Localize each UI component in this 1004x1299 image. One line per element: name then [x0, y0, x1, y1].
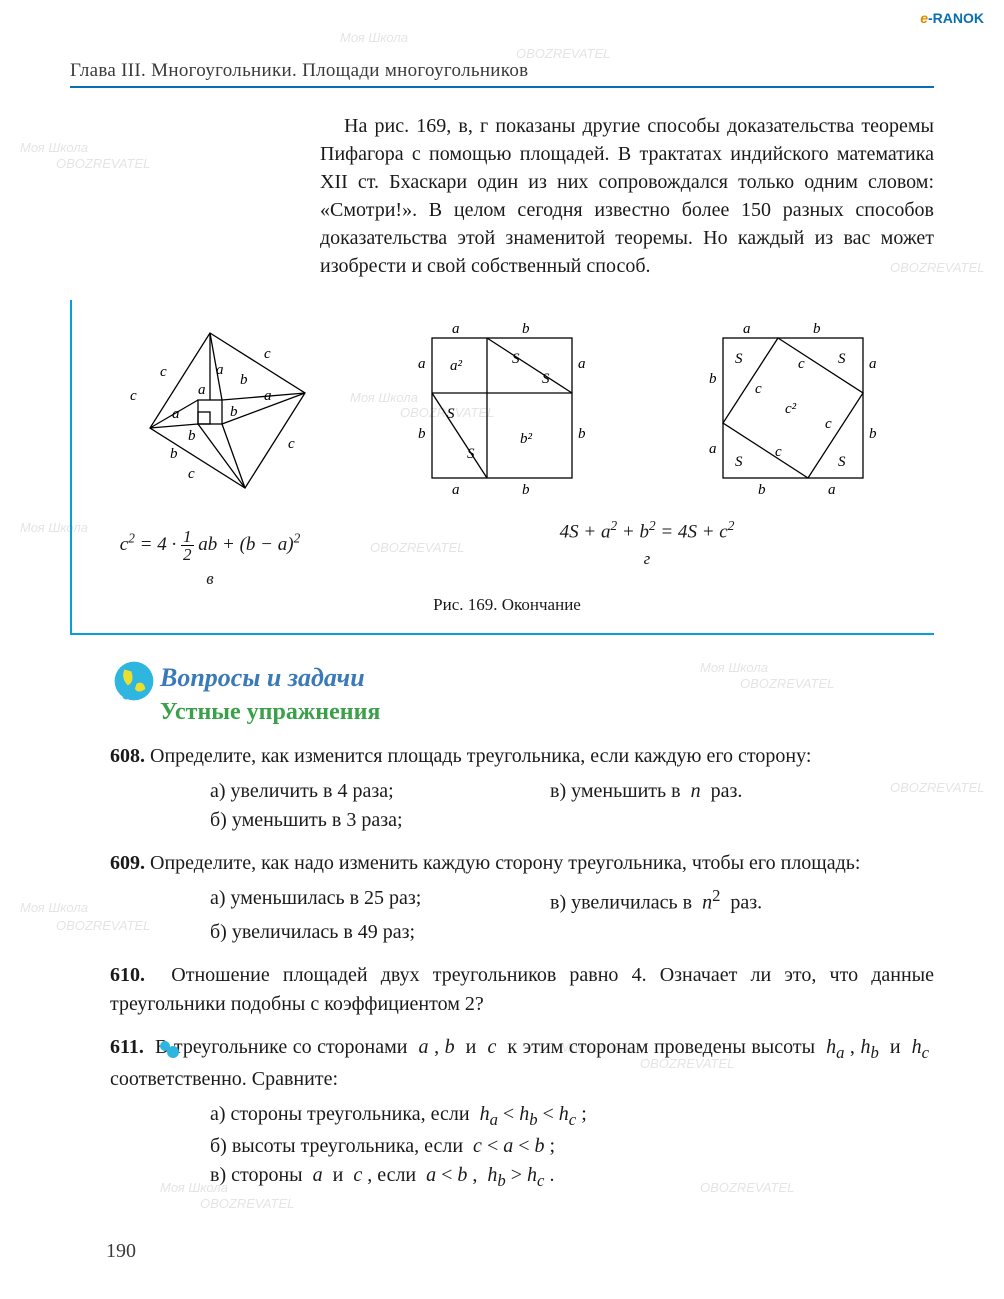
- problem-608-a: а) увеличить в 4 раза;: [210, 777, 490, 806]
- problem-609-a: а) уменьшилась в 25 раз;: [210, 884, 490, 918]
- problem-608-num: 608.: [110, 745, 145, 767]
- problem-611-b: б) высоты треугольника, если c < a < b ;: [210, 1132, 934, 1161]
- svg-text:b: b: [522, 482, 530, 498]
- svg-text:b: b: [170, 446, 178, 462]
- watermark: Моя Школа: [340, 30, 408, 45]
- figure-g-formula: 4S + a2 + b2 = 4S + c2: [370, 518, 924, 543]
- svg-text:S: S: [512, 351, 520, 367]
- problem-611: 611. В треугольнике со сторонами a , b и…: [110, 1033, 934, 1194]
- problem-609: 609. Определите, как надо изменить кажду…: [110, 849, 934, 947]
- globe-icon: [112, 659, 156, 703]
- problem-608-b: б) уменьшить в 3 раза;: [210, 806, 934, 835]
- intro-paragraph: На рис. 169, в, г показаны другие способ…: [320, 112, 934, 280]
- problem-611-num: 611.: [110, 1036, 144, 1058]
- svg-text:S: S: [735, 351, 743, 367]
- problem-610-num: 610.: [110, 964, 145, 986]
- svg-text:a: a: [264, 388, 272, 404]
- svg-text:b: b: [869, 426, 877, 442]
- svg-text:a²: a²: [450, 358, 463, 374]
- svg-text:a: a: [869, 356, 877, 372]
- svg-text:a: a: [198, 382, 206, 398]
- svg-text:a: a: [418, 356, 426, 372]
- svg-text:b: b: [522, 321, 530, 337]
- svg-text:S: S: [735, 454, 743, 470]
- figures-box: cc cc c aa aa bb bb c2 = 4 · 12 ab + (b …: [70, 300, 934, 635]
- svg-text:c: c: [825, 416, 832, 432]
- publisher-logo: e-RANOK: [920, 10, 984, 26]
- svg-text:a: a: [709, 441, 717, 457]
- svg-text:b: b: [813, 321, 821, 337]
- svg-text:c: c: [188, 466, 195, 482]
- svg-text:a: a: [743, 321, 751, 337]
- figure-v: cc cc c aa aa bb bb c2 = 4 · 12 ab + (b …: [90, 318, 330, 589]
- svg-text:S: S: [838, 351, 846, 367]
- svg-text:b: b: [578, 426, 586, 442]
- svg-text:c: c: [264, 346, 271, 362]
- figure-v-svg: cc cc c aa aa bb bb: [90, 318, 330, 518]
- svg-text:a: a: [828, 482, 836, 498]
- svg-text:b: b: [709, 371, 717, 387]
- figure-g-right-svg: a b b a a b b a S S S S c c c c c²: [703, 318, 883, 498]
- svg-text:c²: c²: [785, 401, 797, 417]
- page-number: 190: [106, 1240, 136, 1263]
- problem-611-a: а) стороны треугольника, если ha < hb < …: [210, 1100, 934, 1132]
- svg-text:b: b: [188, 428, 196, 444]
- figure-g: a b a a b b a b a² S S S S b²: [370, 318, 924, 569]
- figure-caption: Рис. 169. Окончание: [90, 595, 924, 615]
- svg-text:c: c: [798, 356, 805, 372]
- problem-610: 610. Отношение площадей двух треугольник…: [110, 961, 934, 1019]
- svg-text:S: S: [838, 454, 846, 470]
- svg-text:a: a: [452, 482, 460, 498]
- chapter-header: Глава III. Многоугольники. Площади много…: [70, 60, 934, 88]
- figure-v-letter: в: [90, 569, 330, 589]
- problem-608: 608. Определите, как изменится площадь т…: [110, 742, 934, 835]
- svg-text:b: b: [418, 426, 426, 442]
- problem-609-v: в) увеличилась в n2 раз.: [550, 884, 830, 918]
- svg-text:c: c: [288, 436, 295, 452]
- problem-611-v: в) стороны a и c , если a < b , hb > hc …: [210, 1161, 934, 1193]
- svg-text:b: b: [758, 482, 766, 498]
- figure-g-letter: г: [370, 549, 924, 569]
- svg-text:S: S: [542, 371, 550, 387]
- difficulty-dots-icon: [158, 1037, 180, 1059]
- problem-609-b: б) увеличилась в 49 раз;: [210, 918, 934, 947]
- section-title-oral: Устные упражнения: [160, 699, 934, 726]
- figure-v-formula: c2 = 4 · 12 ab + (b − a)2: [90, 528, 330, 563]
- watermark: OBOZREVATEL: [200, 1196, 294, 1211]
- svg-text:c: c: [775, 444, 782, 460]
- svg-text:a: a: [216, 362, 224, 378]
- svg-text:b: b: [240, 372, 248, 388]
- svg-text:c: c: [130, 388, 137, 404]
- svg-text:c: c: [755, 381, 762, 397]
- section-title-questions: Вопросы и задачи: [160, 663, 934, 693]
- watermark: OBOZREVATEL: [516, 46, 610, 61]
- figure-g-left-svg: a b a a b b a b a² S S S S b²: [412, 318, 592, 498]
- problem-609-num: 609.: [110, 852, 145, 874]
- svg-text:c: c: [160, 364, 167, 380]
- svg-text:S: S: [447, 406, 455, 422]
- svg-text:a: a: [452, 321, 460, 337]
- svg-text:a: a: [172, 406, 180, 422]
- svg-text:S: S: [467, 446, 475, 462]
- svg-text:b: b: [230, 404, 238, 420]
- svg-text:a: a: [578, 356, 586, 372]
- problem-608-v: в) уменьшить в n раз.: [550, 777, 830, 806]
- svg-text:b²: b²: [520, 431, 533, 447]
